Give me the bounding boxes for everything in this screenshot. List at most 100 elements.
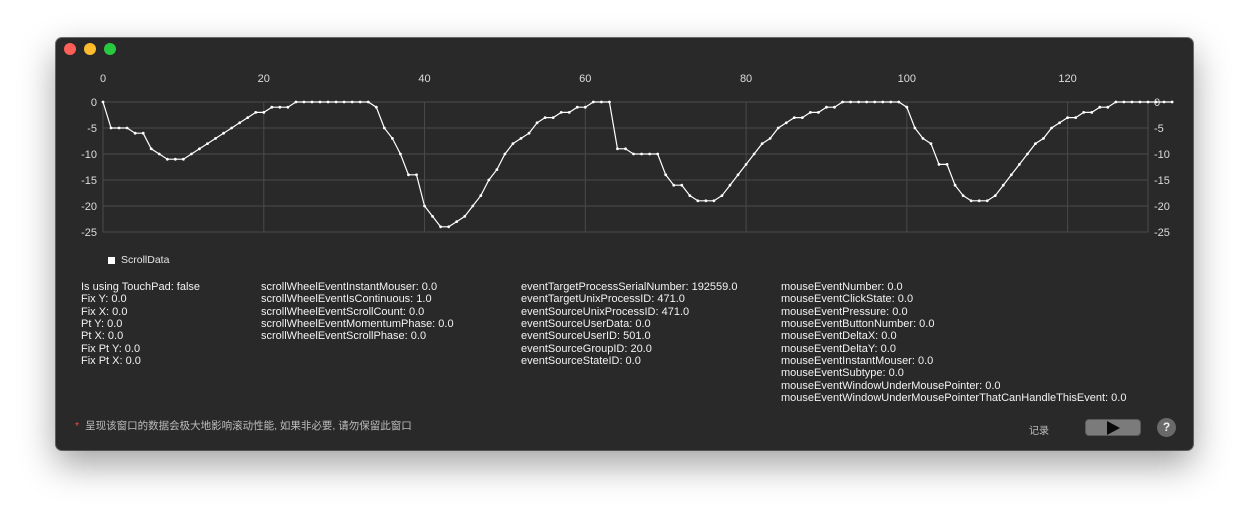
data-point xyxy=(721,194,724,197)
scroll-wheel-info-column: scrollWheelEventInstantMouser: 0.0 scrol… xyxy=(261,281,454,343)
data-point xyxy=(962,194,965,197)
data-point xyxy=(351,101,354,104)
play-icon xyxy=(1107,421,1120,435)
data-point xyxy=(126,127,129,130)
data-point xyxy=(1147,101,1150,104)
x-tick-label: 100 xyxy=(898,73,916,85)
data-point xyxy=(552,116,555,119)
data-point xyxy=(303,101,306,104)
info-line: eventSourceStateID: 0.0 xyxy=(521,355,737,367)
data-point xyxy=(913,127,916,130)
help-button[interactable]: ? xyxy=(1157,418,1176,437)
data-point xyxy=(873,101,876,104)
data-point xyxy=(222,132,225,135)
info-line: Pt X: 0.0 xyxy=(81,330,200,342)
data-point xyxy=(930,142,933,145)
record-play-button[interactable] xyxy=(1085,419,1141,436)
data-point xyxy=(1171,101,1174,104)
data-point xyxy=(1034,142,1037,145)
data-point xyxy=(158,153,161,156)
plot-area-frame xyxy=(103,102,1148,232)
data-point xyxy=(648,153,651,156)
data-point xyxy=(399,153,402,156)
event-source-info-column: eventTargetProcessSerialNumber: 192559.0… xyxy=(521,281,737,367)
data-point xyxy=(1002,184,1005,187)
data-point xyxy=(383,127,386,130)
data-point xyxy=(367,101,370,104)
data-point xyxy=(206,142,209,145)
x-tick-label: 80 xyxy=(740,73,752,85)
data-point xyxy=(1042,137,1045,140)
info-line: Is using TouchPad: false xyxy=(81,281,200,293)
chart-legend: ScrollData xyxy=(108,254,169,266)
data-point xyxy=(576,106,579,109)
data-point xyxy=(696,199,699,202)
data-point xyxy=(295,101,298,104)
data-point xyxy=(986,199,989,202)
data-point xyxy=(431,215,434,218)
info-line: mouseEventDeltaX: 0.0 xyxy=(781,330,1126,342)
scroll-data-chart: 0 0-5 -5-10 -10-15 -15-20 -20-25 -250 20 40 60 80 1… xyxy=(56,38,1193,248)
legend-label: ScrollData xyxy=(121,254,169,266)
data-point xyxy=(954,184,957,187)
data-point xyxy=(737,173,740,176)
data-point xyxy=(978,199,981,202)
data-point xyxy=(150,147,153,150)
info-line: mouseEventPressure: 0.0 xyxy=(781,306,1126,318)
info-line: mouseEventClickState: 0.0 xyxy=(781,293,1126,305)
data-point xyxy=(753,153,756,156)
data-point xyxy=(1082,111,1085,114)
data-point xyxy=(495,168,498,171)
record-label: 记录 xyxy=(1029,422,1049,437)
info-line: mouseEventWindowUnderMousePointerThatCan… xyxy=(781,392,1126,404)
y-tick-label-left: -15 xyxy=(81,175,97,187)
y-tick-label-left: -10 xyxy=(81,149,97,161)
y-tick-label-right: -15 xyxy=(1154,175,1170,187)
data-point xyxy=(656,153,659,156)
data-point xyxy=(1010,173,1013,176)
data-point xyxy=(841,101,844,104)
data-point xyxy=(889,101,892,104)
data-point xyxy=(254,111,257,114)
data-point xyxy=(536,121,539,124)
data-point xyxy=(777,127,780,130)
data-point xyxy=(688,194,691,197)
data-point xyxy=(897,101,900,104)
data-point xyxy=(994,194,997,197)
x-tick-label: 60 xyxy=(579,73,591,85)
data-point xyxy=(745,163,748,166)
y-tick-label-left: -5 xyxy=(87,123,97,135)
data-point xyxy=(584,106,587,109)
data-point xyxy=(938,163,941,166)
info-line: scrollWheelEventMomentumPhase: 0.0 xyxy=(261,318,454,330)
data-point xyxy=(881,101,884,104)
data-point xyxy=(905,106,908,109)
info-line: scrollWheelEventInstantMouser: 0.0 xyxy=(261,281,454,293)
performance-warning: * 呈现该窗口的数据会极大地影响滚动性能, 如果非必要, 请勿保留此窗口 xyxy=(75,418,412,433)
data-point xyxy=(407,173,410,176)
data-point xyxy=(600,101,603,104)
data-point xyxy=(544,116,547,119)
x-tick-label: 20 xyxy=(258,73,270,85)
data-point xyxy=(817,111,820,114)
data-point xyxy=(166,158,169,161)
data-point xyxy=(375,106,378,109)
data-point xyxy=(520,137,523,140)
y-tick-label-right: 0 xyxy=(1154,97,1160,109)
warning-text: 呈现该窗口的数据会极大地影响滚动性能, 如果非必要, 请勿保留此窗口 xyxy=(85,420,412,432)
x-tick-label: 40 xyxy=(418,73,430,85)
x-tick-label: 0 xyxy=(100,73,106,85)
data-point xyxy=(198,147,201,150)
data-point xyxy=(833,106,836,109)
data-point xyxy=(1139,101,1142,104)
data-point xyxy=(504,153,507,156)
data-point xyxy=(1114,101,1117,104)
data-point xyxy=(640,153,643,156)
info-line: mouseEventDeltaY: 0.0 xyxy=(781,343,1126,355)
data-point xyxy=(809,111,812,114)
data-point xyxy=(1163,101,1166,104)
info-line: Pt Y: 0.0 xyxy=(81,318,200,330)
data-point xyxy=(785,121,788,124)
data-point xyxy=(1018,163,1021,166)
info-line: eventTargetProcessSerialNumber: 192559.0 xyxy=(521,281,737,293)
